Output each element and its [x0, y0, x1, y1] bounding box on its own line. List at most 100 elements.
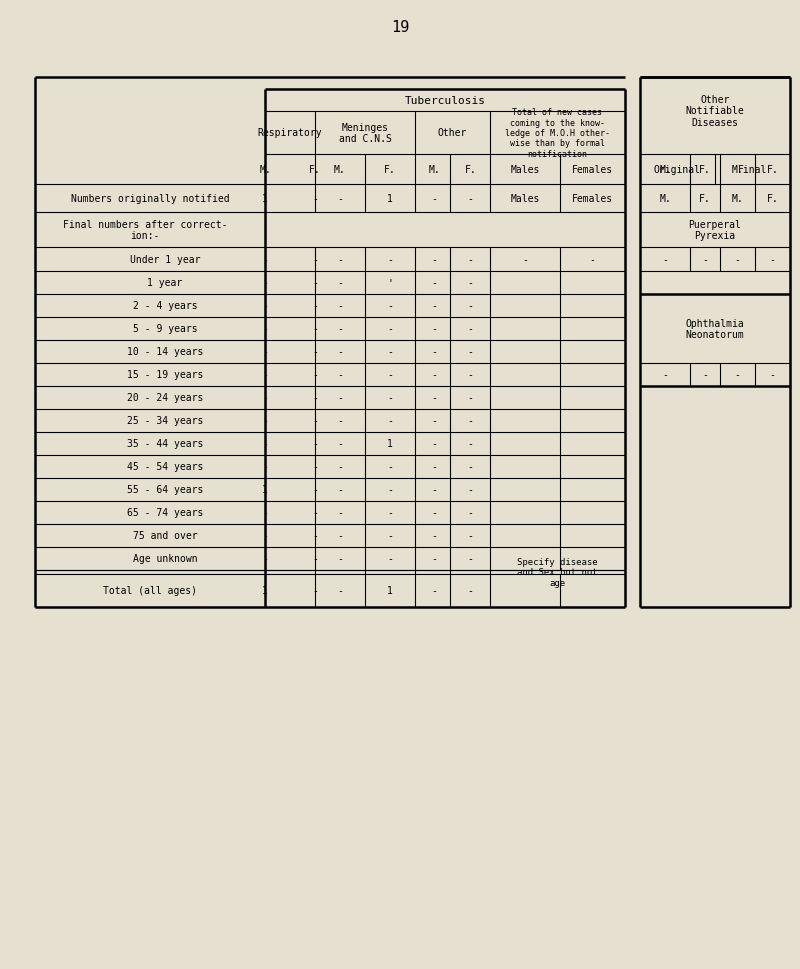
- Text: M.: M.: [732, 194, 743, 203]
- Text: -: -: [312, 325, 318, 334]
- Text: -: -: [262, 325, 268, 334]
- Text: -: -: [702, 370, 708, 380]
- Text: -: -: [312, 485, 318, 495]
- Text: -: -: [387, 301, 393, 311]
- Text: -: -: [337, 462, 343, 472]
- Text: -: -: [387, 416, 393, 426]
- Text: -: -: [337, 416, 343, 426]
- Text: -: -: [467, 462, 474, 472]
- Text: -: -: [262, 393, 268, 403]
- Text: -: -: [312, 255, 318, 265]
- Text: -: -: [387, 462, 393, 472]
- Text: 1: 1: [262, 485, 268, 495]
- Text: 55 - 64 years: 55 - 64 years: [127, 485, 203, 495]
- Text: -: -: [337, 194, 343, 203]
- Text: -: -: [312, 416, 318, 426]
- Text: -: -: [262, 255, 268, 265]
- Text: Other
Notifiable
Diseases: Other Notifiable Diseases: [686, 95, 744, 128]
- Text: -: -: [387, 325, 393, 334]
- Text: -: -: [312, 531, 318, 541]
- Text: Females: Females: [572, 194, 613, 203]
- Text: -: -: [431, 586, 438, 596]
- Text: Males: Males: [510, 194, 540, 203]
- Text: 2 - 4 years: 2 - 4 years: [133, 301, 198, 311]
- Text: -: -: [262, 301, 268, 311]
- Text: -: -: [734, 370, 741, 380]
- Text: -: -: [312, 370, 318, 380]
- Text: -: -: [337, 531, 343, 541]
- Text: -: -: [337, 439, 343, 449]
- Text: -: -: [467, 347, 474, 358]
- Text: -: -: [387, 508, 393, 518]
- Text: 25 - 34 years: 25 - 34 years: [127, 416, 203, 426]
- Text: 65 - 74 years: 65 - 74 years: [127, 508, 203, 518]
- Text: -: -: [467, 301, 474, 311]
- Text: Respiratory: Respiratory: [258, 128, 322, 139]
- Text: 5 - 9 years: 5 - 9 years: [133, 325, 198, 334]
- Text: -: -: [467, 586, 474, 596]
- Text: -: -: [467, 370, 474, 380]
- Text: -: -: [387, 347, 393, 358]
- Text: M.: M.: [334, 165, 346, 174]
- Text: Tuberculosis: Tuberculosis: [405, 96, 486, 106]
- Text: -: -: [467, 393, 474, 403]
- Text: -: -: [467, 531, 474, 541]
- Text: -: -: [262, 370, 268, 380]
- Text: -: -: [431, 531, 438, 541]
- Text: -: -: [312, 554, 318, 564]
- Text: Females: Females: [572, 165, 613, 174]
- Text: -: -: [337, 325, 343, 334]
- Text: -: -: [467, 554, 474, 564]
- Text: -: -: [662, 255, 668, 265]
- Text: F.: F.: [699, 194, 711, 203]
- Text: -: -: [262, 416, 268, 426]
- Text: -: -: [312, 278, 318, 288]
- Text: 10 - 14 years: 10 - 14 years: [127, 347, 203, 358]
- Text: -: -: [467, 508, 474, 518]
- Text: -: -: [431, 508, 438, 518]
- Text: -: -: [431, 485, 438, 495]
- Text: Original: Original: [654, 165, 701, 174]
- Text: -: -: [431, 347, 438, 358]
- Text: Other: Other: [438, 128, 467, 139]
- Text: -: -: [431, 462, 438, 472]
- Text: -: -: [337, 508, 343, 518]
- Text: -: -: [431, 439, 438, 449]
- Text: Under 1 year: Under 1 year: [130, 255, 200, 265]
- Text: -: -: [337, 485, 343, 495]
- Text: -: -: [734, 255, 741, 265]
- Text: 35 - 44 years: 35 - 44 years: [127, 439, 203, 449]
- Text: -: -: [337, 554, 343, 564]
- Text: -: -: [337, 301, 343, 311]
- Text: -: -: [590, 255, 595, 265]
- Text: -: -: [387, 393, 393, 403]
- Text: -: -: [431, 301, 438, 311]
- Text: Numbers originally notified: Numbers originally notified: [70, 194, 230, 203]
- Text: -: -: [431, 393, 438, 403]
- Text: ': ': [387, 278, 393, 288]
- Text: F.: F.: [309, 165, 321, 174]
- Text: -: -: [312, 508, 318, 518]
- Text: -: -: [262, 347, 268, 358]
- Text: -: -: [337, 278, 343, 288]
- Text: -: -: [262, 531, 268, 541]
- Text: -: -: [467, 255, 474, 265]
- Text: -: -: [262, 554, 268, 564]
- Text: F.: F.: [699, 165, 711, 174]
- Text: -: -: [262, 462, 268, 472]
- Text: F.: F.: [766, 165, 778, 174]
- Text: 1: 1: [262, 194, 268, 203]
- Text: Specify disease
and Sex but not
age: Specify disease and Sex but not age: [517, 557, 598, 587]
- Text: -: -: [387, 554, 393, 564]
- Text: -: -: [387, 370, 393, 380]
- Text: -: -: [312, 462, 318, 472]
- Text: -: -: [467, 194, 474, 203]
- Text: -: -: [387, 531, 393, 541]
- Text: Ophthalmia
Neonatorum: Ophthalmia Neonatorum: [686, 319, 744, 340]
- Text: Puerperal
Pyrexia: Puerperal Pyrexia: [689, 219, 742, 241]
- Text: 19: 19: [391, 20, 409, 36]
- Text: -: -: [431, 416, 438, 426]
- Text: M.: M.: [659, 165, 671, 174]
- Text: 1: 1: [262, 586, 268, 596]
- Text: Total of new cases
coming to the know-
ledge of M.O.H other-
wise than by formal: Total of new cases coming to the know- l…: [505, 109, 610, 159]
